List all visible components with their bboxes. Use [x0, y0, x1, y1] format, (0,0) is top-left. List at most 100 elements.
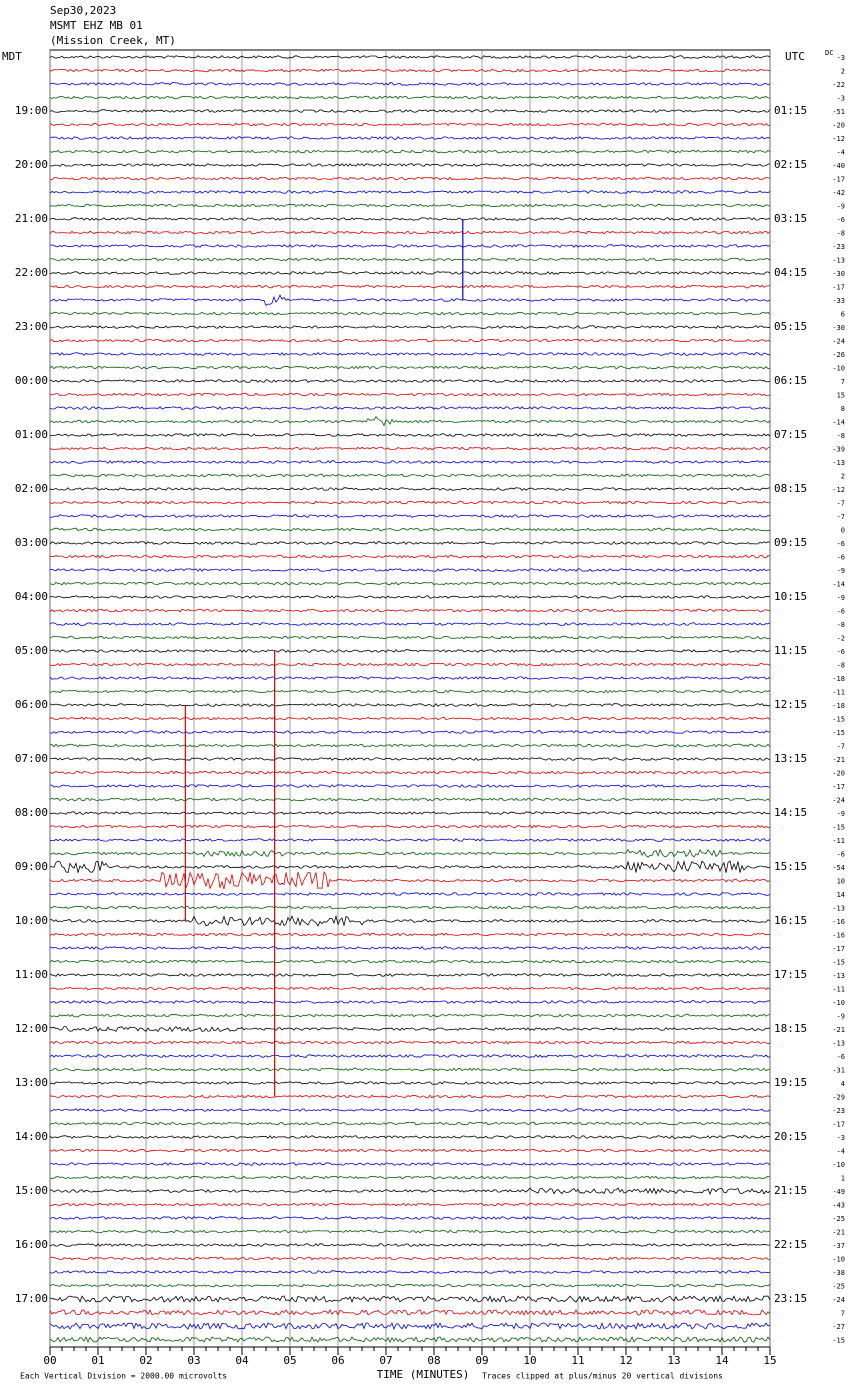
trace: [49, 203, 771, 208]
dc-offset: 8: [841, 405, 845, 413]
trace: [49, 649, 771, 653]
trace: [49, 848, 771, 858]
dc-offset: -29: [832, 1094, 845, 1102]
dc-offset: -24: [832, 797, 845, 805]
trace: [49, 959, 771, 964]
trace: [49, 244, 771, 248]
right-time-label: 11:15: [774, 644, 807, 657]
trace: [49, 446, 771, 451]
trace: [49, 1081, 771, 1085]
date: Sep30,2023: [50, 4, 116, 17]
dc-offset: -15: [832, 729, 845, 737]
dc-offset: -13: [832, 1040, 845, 1048]
trace: [49, 473, 771, 478]
right-time-label: 04:15: [774, 266, 807, 279]
trace: [49, 554, 771, 559]
right-time-label: 08:15: [774, 482, 807, 495]
x-tick-label: 06: [331, 1354, 344, 1367]
right-time-label: 10:15: [774, 590, 807, 603]
dc-offset: -6: [837, 554, 845, 562]
trace: [49, 122, 771, 127]
trace: [49, 784, 770, 788]
trace: [49, 986, 771, 991]
trace: [49, 1256, 771, 1261]
trace: [49, 1216, 771, 1220]
trace: [49, 1243, 771, 1247]
x-tick-label: 03: [187, 1354, 200, 1367]
right-time-label: 21:15: [774, 1184, 807, 1197]
trace: [49, 1283, 771, 1288]
trace: [49, 190, 771, 194]
trace: [49, 1187, 771, 1196]
x-tick-label: 00: [43, 1354, 56, 1367]
x-tick-label: 12: [619, 1354, 632, 1367]
trace: [49, 325, 771, 329]
trace: [49, 1175, 771, 1180]
trace: [49, 703, 771, 707]
trace: [49, 487, 771, 491]
trace: [49, 176, 771, 181]
dc-offset: -30: [832, 324, 845, 332]
trace: [49, 662, 771, 667]
dc-offset: -6: [837, 1053, 845, 1061]
trace: [49, 973, 771, 977]
dc-offset: -17: [832, 284, 845, 292]
right-time-label: 20:15: [774, 1130, 807, 1143]
trace: [49, 568, 770, 572]
dc-offset: -17: [832, 945, 845, 953]
trace: [49, 1135, 771, 1139]
dc-offset: -6: [837, 851, 845, 859]
dc-offset: 1: [841, 1175, 845, 1183]
x-tick-label: 04: [235, 1354, 249, 1367]
trace: [49, 1295, 771, 1303]
trace: [49, 415, 771, 427]
left-time-label: 00:00: [15, 374, 48, 387]
dc-offset: -43: [832, 1202, 845, 1210]
trace: [49, 460, 771, 464]
dc-offset: 2: [841, 473, 845, 481]
trace: [49, 860, 771, 874]
dc-offset: -7: [837, 500, 845, 508]
right-time-label: 02:15: [774, 158, 807, 171]
trace: [49, 838, 771, 842]
dc-offset: -26: [832, 351, 845, 359]
trace: [49, 527, 771, 532]
trace: [49, 622, 771, 626]
dc-offset: -8: [837, 432, 845, 440]
dc-offset: -8: [837, 230, 845, 238]
dc-offset: -14: [832, 581, 845, 589]
trace: [49, 271, 771, 275]
dc-offset: -8: [837, 621, 845, 629]
dc-offset: -24: [832, 1296, 845, 1304]
dc-offset: -6: [837, 608, 845, 616]
left-time-label: 09:00: [15, 860, 48, 873]
dc-offset: -21: [832, 756, 845, 764]
x-tick-label: 10: [523, 1354, 536, 1367]
dc-offset: -9: [837, 594, 845, 602]
trace: [49, 95, 771, 100]
dc-offset: -30: [832, 270, 845, 278]
trace: [49, 743, 771, 748]
right-zone: UTC: [785, 50, 805, 63]
trace: [49, 311, 771, 316]
dc-offset: 0: [841, 527, 845, 535]
trace: [49, 770, 771, 775]
dc-offset: -13: [832, 459, 845, 467]
x-tick-label: 07: [379, 1354, 392, 1367]
dc-offset: -2: [837, 635, 845, 643]
right-time-label: 07:15: [774, 428, 807, 441]
dc-offset: -9: [837, 567, 845, 575]
trace: [49, 689, 771, 694]
dc-offset: -40: [832, 162, 845, 170]
trace: [49, 1094, 771, 1099]
left-time-label: 14:00: [15, 1130, 48, 1143]
dc-offset: -15: [832, 716, 845, 724]
left-time-label: 10:00: [15, 914, 48, 927]
dc-offset: -23: [832, 1107, 845, 1115]
left-zone: MDT: [2, 50, 22, 63]
trace: [49, 1309, 771, 1316]
dc-offset: -27: [832, 1323, 845, 1331]
right-time-label: 01:15: [774, 104, 807, 117]
dc-offset: -17: [832, 176, 845, 184]
